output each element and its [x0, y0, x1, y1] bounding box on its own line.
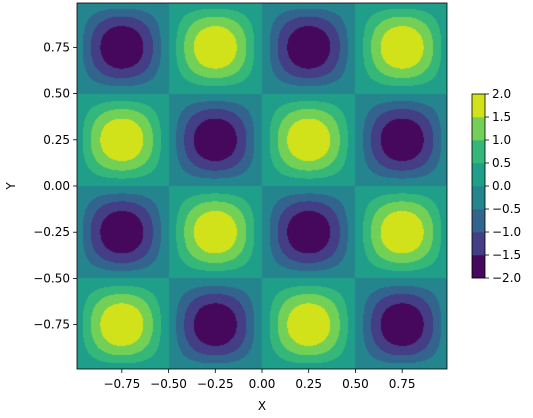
- colorbar-band: [472, 209, 485, 233]
- x-tick-label: −0.50: [150, 377, 187, 391]
- colorbar-band: [472, 117, 485, 141]
- y-tick-label: −0.25: [33, 225, 70, 239]
- colorbar-tick-label: 0.0: [492, 179, 511, 193]
- plot-area: [76, 2, 448, 370]
- colorbar-tick-label: 1.5: [492, 110, 511, 124]
- colorbar-tick-label: 0.5: [492, 156, 511, 170]
- y-tick-label: 0.50: [43, 87, 70, 101]
- colorbar-band: [472, 186, 485, 210]
- y-tick-label: −0.50: [33, 271, 70, 285]
- colorbar-tick-label: 2.0: [492, 87, 511, 101]
- x-tick-label: 0.25: [295, 377, 322, 391]
- colorbar-band: [472, 255, 485, 279]
- y-tick-label: 0.00: [43, 179, 70, 193]
- colorbar-tick-label: −1.5: [492, 248, 521, 262]
- colorbar-band: [472, 232, 485, 256]
- colorbar-band: [472, 94, 485, 118]
- colorbar-band: [472, 140, 485, 164]
- y-axis-label: Y: [4, 182, 18, 191]
- colorbar-tick-label: 1.0: [492, 133, 511, 147]
- x-tick-label: 0.00: [249, 377, 276, 391]
- x-axis: −0.75 −0.50 −0.25 0.00 0.25 0.50 0.75: [103, 369, 416, 391]
- colorbar-tick-label: −2.0: [492, 271, 521, 285]
- x-tick-label: −0.75: [103, 377, 140, 391]
- contour-fill: [77, 3, 447, 369]
- x-tick-label: −0.25: [197, 377, 234, 391]
- colorbar-tick-label: −1.0: [492, 225, 521, 239]
- y-tick-label: 0.25: [43, 133, 70, 147]
- colorbar-band: [472, 163, 485, 187]
- x-tick-label: 0.75: [389, 377, 416, 391]
- x-tick-label: 0.50: [342, 377, 369, 391]
- y-axis: −0.75 −0.50 −0.25 0.00 0.25 0.50 0.75: [33, 40, 77, 332]
- y-tick-label: 0.75: [43, 40, 70, 54]
- y-tick-label: −0.75: [33, 318, 70, 332]
- colorbar-tick-label: −0.5: [492, 202, 521, 216]
- colorbar: 2.0 1.5 1.0 0.5 0.0 −0.5 −1.0 −1.5 −2.0: [471, 87, 521, 285]
- x-axis-label: X: [258, 399, 266, 413]
